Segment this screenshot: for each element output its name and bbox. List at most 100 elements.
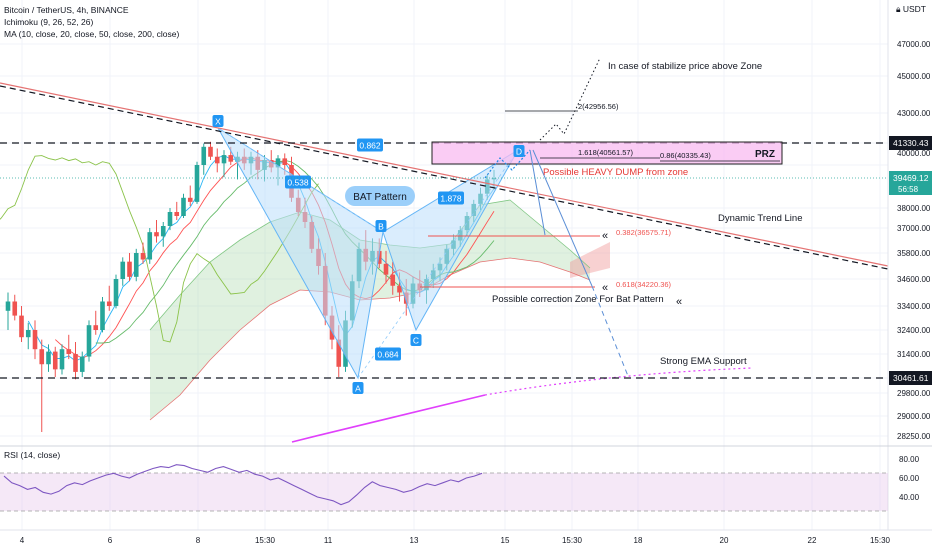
point-c-label-bg xyxy=(410,334,422,346)
rsi-pane: RSI (14, close) 80.00 60.00 40.00 xyxy=(0,445,932,512)
prz-label: PRZ xyxy=(755,149,775,160)
time-tick-label: 8 xyxy=(196,536,201,545)
lower-level-tag-bg xyxy=(889,371,932,385)
rsi-band xyxy=(0,473,888,511)
candle-body xyxy=(187,197,193,202)
price-tick-label: 38000.00 xyxy=(897,204,931,213)
ratio-bc-label-bg xyxy=(438,191,464,205)
dump-text: Possible HEAVY DUMP from zone xyxy=(543,167,688,178)
dump-arrow-1 xyxy=(529,149,546,236)
time-tick-label: 15 xyxy=(501,536,510,545)
candle-body xyxy=(160,226,166,237)
candle-body xyxy=(383,263,389,275)
price-tick-label: 33400.00 xyxy=(897,302,931,311)
ratio-xd-label: 0.862 xyxy=(359,141,381,151)
candle-body xyxy=(282,158,288,165)
point-x-label-bg xyxy=(212,115,224,127)
chevron-correction: « xyxy=(676,296,682,308)
time-tick-label: 15:30 xyxy=(870,536,891,545)
symbol-title: Bitcoin / TetherUS, 4h, BINANCE xyxy=(4,5,129,15)
candle-body xyxy=(214,156,220,164)
price-tick-label: 28250.00 xyxy=(897,432,931,441)
candle-body xyxy=(376,250,382,264)
fib-086-label: 0.86(40335.43) xyxy=(660,151,711,160)
bat-ad-line xyxy=(357,149,519,379)
price-tick-label: 40000.00 xyxy=(897,149,931,158)
correction-text: Possible correction Zone For Bat Pattern xyxy=(492,294,664,305)
candle-body xyxy=(174,212,180,216)
senkou-b xyxy=(149,257,591,421)
fib-0382-label: 0.382(36575.71) xyxy=(616,228,672,237)
upper-level-tag-bg xyxy=(889,136,932,150)
time-tick-label: 11 xyxy=(324,536,333,545)
point-a-label: A xyxy=(355,384,361,394)
point-b-label: B xyxy=(378,222,384,232)
currency-text: USDT xyxy=(902,4,926,14)
candle-body xyxy=(147,232,153,260)
candle-body xyxy=(39,349,45,365)
point-c-label: C xyxy=(413,336,419,346)
candle-body xyxy=(194,165,200,202)
point-d-label-bg xyxy=(513,145,525,157)
ratio-xd-label-bg xyxy=(357,138,383,152)
lagging-span xyxy=(0,155,319,343)
candle-body xyxy=(5,301,11,311)
candle-body xyxy=(208,146,213,157)
time-axis: 4 6 8 15:30 11 13 15 15:30 18 20 22 15:30 xyxy=(0,529,932,545)
trend-line-red xyxy=(0,82,889,267)
ichimoku-legend: Ichimoku (9, 26, 52, 26) xyxy=(4,17,94,27)
bat-bcd-triangle xyxy=(382,148,520,332)
chevron-0382: « xyxy=(602,230,608,242)
candle-body xyxy=(59,349,65,370)
rsi-tick-label: 80.00 xyxy=(899,455,920,464)
time-tick-label: 22 xyxy=(808,536,817,545)
point-a-label-bg xyxy=(352,382,364,394)
ema-text: Strong EMA Support xyxy=(660,356,747,367)
ratio-xa-label: 0.538 xyxy=(287,178,309,188)
candle-body xyxy=(86,325,92,357)
candle-body xyxy=(113,279,119,306)
price-tick-label: 43000.00 xyxy=(897,109,931,118)
price-tick-label: 35800.00 xyxy=(897,249,931,258)
cloud-red xyxy=(570,242,610,278)
price-tick-label: 29000.00 xyxy=(897,412,931,421)
dump-arrow-3 xyxy=(591,285,629,377)
candle-body xyxy=(133,253,139,277)
point-d-label: D xyxy=(516,147,522,157)
ema-projection xyxy=(484,367,753,396)
stabilize-text: In case of stabilize price above Zone xyxy=(608,61,762,72)
ratio-ab-label-bg xyxy=(375,347,401,361)
rsi-line xyxy=(3,464,483,506)
time-tick-label: 20 xyxy=(720,536,729,545)
lower-level-tag: 30461.61 xyxy=(893,373,929,383)
candle-body xyxy=(79,356,85,372)
candle-body xyxy=(66,349,72,354)
price-axis: 47000.00 45000.00 43000.00 40000.00 38000.00… xyxy=(0,0,932,530)
time-tick-label: 18 xyxy=(634,536,643,545)
lock-icon: 🔒︎ xyxy=(895,4,901,14)
ratio-xa-label-bg xyxy=(285,175,311,189)
price-tick-label: 37000.00 xyxy=(897,224,931,233)
rsi-title: RSI (14, close) xyxy=(4,450,60,460)
candle-body xyxy=(73,354,78,372)
candle-body xyxy=(120,261,126,279)
candle-body xyxy=(167,212,173,226)
candle-body xyxy=(397,285,402,293)
candle-body xyxy=(100,301,105,330)
candle-body xyxy=(140,253,146,260)
drawings: X A B C D 0.538 0.684 1.878 0.862 BAT Pattern PRZ 1… xyxy=(0,57,889,394)
ma-legend: MA (10, close, 20, close, 50, close, 200… xyxy=(4,29,180,39)
chevron-0618: « xyxy=(602,282,608,294)
candle-body xyxy=(25,330,31,338)
time-tick-label: 6 xyxy=(108,536,113,545)
candle-body xyxy=(32,330,38,350)
candle-body xyxy=(221,155,227,164)
dump-arrow-2 xyxy=(532,149,593,287)
ratio-bc-label: 1.878 xyxy=(440,194,462,204)
candle-body xyxy=(201,146,207,165)
time-tick-label: 4 xyxy=(20,536,25,545)
fib-2-label: 2(42956.56) xyxy=(578,102,619,111)
